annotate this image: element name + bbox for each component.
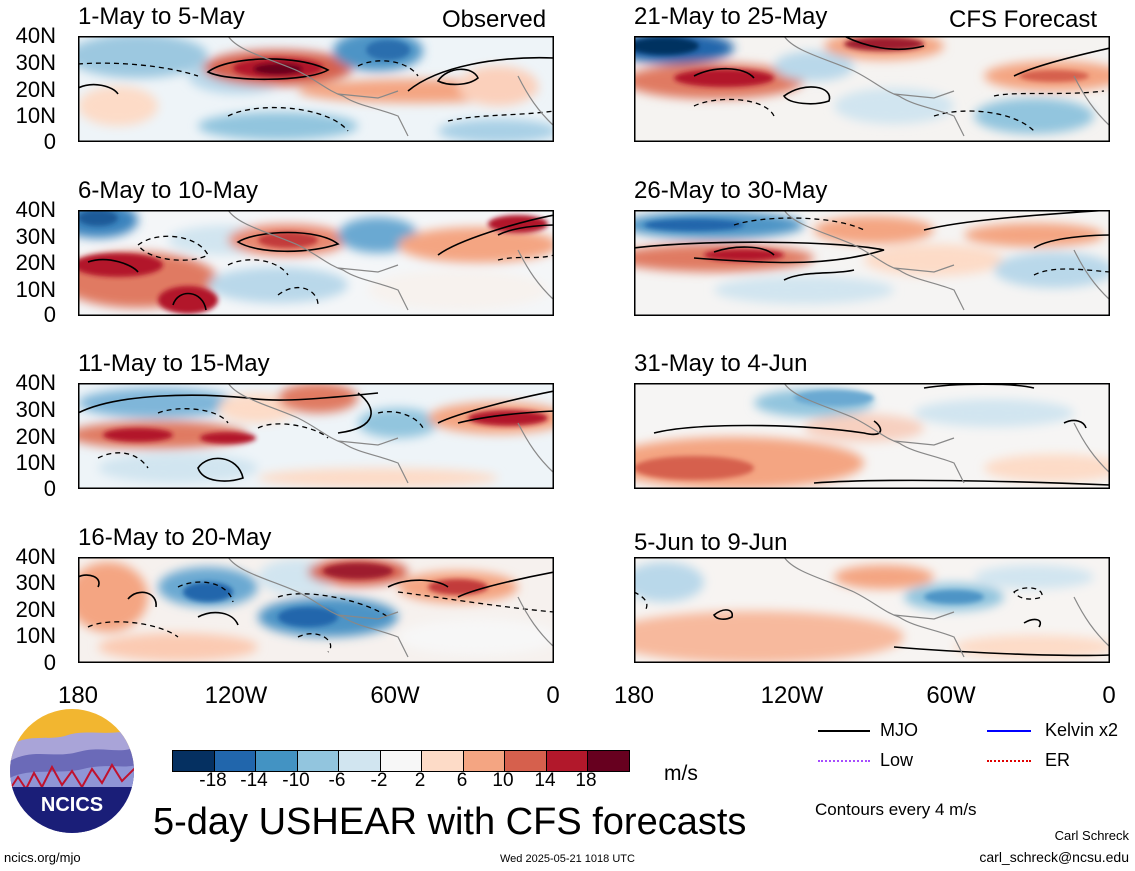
colorbar-tick: 14 xyxy=(534,770,556,791)
map-panel-obs-2 xyxy=(78,210,554,316)
panel-title-obs-2: 6-May to 10-May xyxy=(78,177,259,204)
panel-title-obs-1: 1-May to 5-May xyxy=(78,3,245,30)
colorbar-tick: -2 xyxy=(370,770,388,791)
y-tick: 20N xyxy=(15,250,56,275)
y-tick: 0 xyxy=(43,650,56,675)
y-tick: 10N xyxy=(15,450,56,475)
map-panel-fc-4 xyxy=(634,557,1110,663)
y-tick: 0 xyxy=(43,129,56,154)
colorbar-tick: -18 xyxy=(199,770,227,791)
x-tick: 0 xyxy=(1102,682,1116,709)
logo-text: NCICS xyxy=(41,794,103,816)
footer-timestamp: Wed 2025-05-21 1018 UTC xyxy=(500,853,635,865)
colorbar-segment xyxy=(463,751,506,771)
x-tick: 60W xyxy=(370,682,420,709)
colorbar-tick: -14 xyxy=(240,770,268,791)
forecast-header: CFS Forecast xyxy=(949,6,1098,33)
colorbar-tick: 18 xyxy=(575,770,597,791)
y-tick: 10N xyxy=(15,103,56,128)
y-tick: 20N xyxy=(15,77,56,102)
x-tick: 120W xyxy=(760,682,824,709)
y-tick: 0 xyxy=(43,476,56,501)
colorbar-segment xyxy=(546,751,589,771)
y-tick: 0 xyxy=(43,302,56,327)
footer-author: Carl Schreck xyxy=(1054,828,1129,843)
colorbar-segment xyxy=(505,751,547,771)
y-tick: 20N xyxy=(15,597,56,622)
footer-url: ncics.org/mjo xyxy=(4,850,81,865)
colorbar-tick: 2 xyxy=(414,770,426,791)
legend-label-low: Low xyxy=(880,750,914,770)
x-tick: 120W xyxy=(204,682,268,709)
legend-swatch-kelvin xyxy=(987,730,1031,732)
colorbar-segment xyxy=(214,751,257,771)
colorbar-segment xyxy=(339,751,381,771)
legend-label-kelvin: Kelvin x2 xyxy=(1045,720,1119,740)
legend-swatch-mjo xyxy=(818,730,870,732)
colorbar-segment xyxy=(297,751,340,771)
legend-swatch-er xyxy=(987,760,1031,764)
map-panel-obs-1 xyxy=(78,36,554,142)
colorbar-tick: 6 xyxy=(456,770,468,791)
observed-header: Observed xyxy=(442,6,547,33)
x-tick: 60W xyxy=(926,682,976,709)
colorbar xyxy=(172,750,630,772)
y-tick: 40N xyxy=(15,197,56,222)
colorbar-segment xyxy=(380,751,423,771)
panel-title-fc-1: 21-May to 25-May xyxy=(634,3,828,30)
legend-swatch-low xyxy=(818,760,870,764)
map-panel-fc-2 xyxy=(634,210,1110,316)
contour-note: Contours every 4 m/s xyxy=(815,800,977,819)
y-tick: 40N xyxy=(15,370,56,395)
panel-title-fc-2: 26-May to 30-May xyxy=(634,177,828,204)
y-tick: 10N xyxy=(15,277,56,302)
y-tick: 30N xyxy=(15,224,56,249)
colorbar-segment xyxy=(588,751,630,771)
legend-label-mjo: MJO xyxy=(880,720,918,740)
footer-email: carl_schreck@ncsu.edu xyxy=(979,849,1129,865)
y-tick: 40N xyxy=(15,23,56,48)
x-tick: 0 xyxy=(546,682,560,709)
y-tick: 20N xyxy=(15,424,56,449)
panel-title-fc-4: 5-Jun to 9-Jun xyxy=(634,529,788,556)
y-tick: 40N xyxy=(15,544,56,569)
panel-title-obs-3: 11-May to 15-May xyxy=(78,350,270,377)
panel-title-fc-3: 31-May to 4-Jun xyxy=(634,350,808,377)
y-tick: 30N xyxy=(15,570,56,595)
colorbar-tick: 10 xyxy=(492,770,514,791)
map-panel-obs-3 xyxy=(78,383,554,489)
y-tick: 10N xyxy=(15,623,56,648)
panel-title-obs-4: 16-May to 20-May xyxy=(78,524,272,551)
x-tick: 180 xyxy=(613,682,655,709)
y-tick: 30N xyxy=(15,50,56,75)
colorbar-segment xyxy=(422,751,464,771)
map-panel-fc-1 xyxy=(634,36,1110,142)
ncics-logo: NCICS xyxy=(10,709,134,833)
colorbar-unit: m/s xyxy=(664,762,698,785)
map-panel-fc-3 xyxy=(634,383,1110,489)
colorbar-segment xyxy=(256,751,298,771)
legend-label-er: ER xyxy=(1045,750,1071,770)
colorbar-segment xyxy=(173,751,215,771)
y-tick: 30N xyxy=(15,397,56,422)
colorbar-tick: -10 xyxy=(282,770,310,791)
x-tick: 180 xyxy=(57,682,99,709)
figure-title: 5-day USHEAR with CFS forecasts xyxy=(153,801,747,843)
map-panel-obs-4 xyxy=(78,557,554,663)
colorbar-tick: -6 xyxy=(328,770,346,791)
